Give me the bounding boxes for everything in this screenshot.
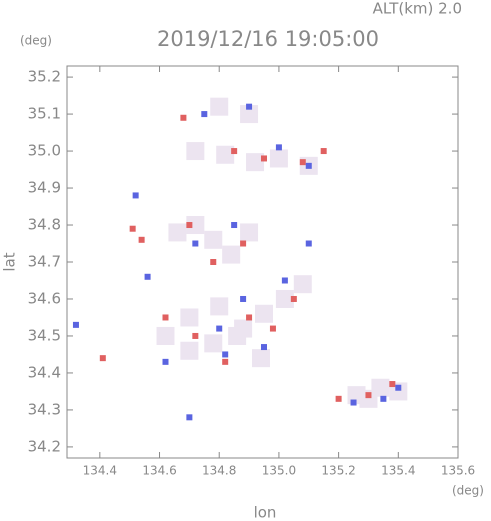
x-tick-label: 135.6 xyxy=(441,464,475,478)
y-tick-label: 35.2 xyxy=(28,68,61,86)
echo-point xyxy=(216,325,223,332)
x-tick-label: 135.2 xyxy=(321,464,355,478)
echo-point xyxy=(254,304,273,323)
y-tick-label: 35.0 xyxy=(28,142,61,160)
echo-point xyxy=(371,378,390,397)
echo-point xyxy=(305,162,312,169)
echo-point xyxy=(72,321,79,328)
x-tick-label: 134.8 xyxy=(202,464,236,478)
echo-point xyxy=(246,103,253,110)
echo-point xyxy=(204,230,223,249)
echo-point xyxy=(99,355,106,362)
echo-point xyxy=(350,399,357,406)
echo-point xyxy=(222,358,229,365)
echo-point xyxy=(138,236,145,243)
x-tick-label: 134.6 xyxy=(142,464,176,478)
echo-point xyxy=(260,155,267,162)
echo-point xyxy=(260,344,267,351)
echo-point xyxy=(365,392,372,399)
echo-point xyxy=(210,297,229,316)
echo-point xyxy=(275,144,282,151)
y-tick-label: 34.3 xyxy=(28,400,61,418)
echo-point xyxy=(192,332,199,339)
echo-point xyxy=(228,326,247,345)
echo-point xyxy=(305,240,312,247)
echo-point xyxy=(222,245,241,264)
altitude-label: ALT(km) 2.0 xyxy=(373,0,462,18)
echo-point xyxy=(156,326,175,345)
chart-title: 2019/12/16 19:05:00 xyxy=(157,27,379,51)
y-unit: (deg) xyxy=(20,34,52,48)
echo-point xyxy=(132,192,139,199)
y-axis-label: lat xyxy=(1,252,19,271)
echo-point xyxy=(186,216,205,235)
echo-point xyxy=(269,325,276,332)
echo-point xyxy=(204,334,223,353)
echo-point xyxy=(240,240,247,247)
echo-point xyxy=(168,223,187,242)
echo-point xyxy=(231,222,238,229)
echo-point xyxy=(240,223,259,242)
echo-point xyxy=(246,314,253,321)
echo-point xyxy=(210,97,229,116)
echo-point xyxy=(222,351,229,358)
echo-point xyxy=(275,289,294,308)
echo-point xyxy=(162,314,169,321)
echo-point xyxy=(299,159,306,166)
echo-point xyxy=(246,153,265,172)
x-axis-label: lon xyxy=(254,504,277,521)
y-tick-label: 34.4 xyxy=(28,363,61,381)
y-tick-label: 35.1 xyxy=(28,105,61,123)
echo-point xyxy=(216,145,235,164)
echo-point xyxy=(210,259,217,265)
echo-point xyxy=(290,295,297,302)
y-tick-label: 34.7 xyxy=(28,253,61,271)
x-unit: (deg) xyxy=(452,484,484,498)
echo-point xyxy=(252,349,271,368)
y-tick-label: 34.5 xyxy=(28,326,61,344)
y-tick-label: 34.2 xyxy=(28,437,61,455)
echo-point xyxy=(281,277,288,284)
echo-point xyxy=(186,222,193,229)
echo-point xyxy=(144,273,151,280)
echo-point xyxy=(380,395,387,402)
y-tick-label: 34.8 xyxy=(28,216,61,234)
echo-point xyxy=(395,384,402,391)
echo-point xyxy=(180,114,187,121)
x-tick-label: 135.0 xyxy=(262,464,296,478)
echo-point xyxy=(180,308,199,327)
echo-point xyxy=(129,225,136,232)
echo-point xyxy=(240,295,247,302)
echo-point xyxy=(186,142,205,161)
echo-point xyxy=(389,381,396,388)
echo-point xyxy=(201,111,208,118)
echo-point xyxy=(320,148,327,155)
y-tick-label: 34.6 xyxy=(28,289,61,307)
echo-point xyxy=(180,341,199,360)
echo-point xyxy=(240,105,259,124)
echo-point xyxy=(269,149,288,168)
x-tick-label: 134.4 xyxy=(83,464,117,478)
echo-point xyxy=(293,275,312,294)
echo-point xyxy=(335,395,342,402)
echo-point xyxy=(231,148,238,155)
echo-point xyxy=(162,358,169,365)
x-tick-label: 135.4 xyxy=(381,464,415,478)
y-tick-label: 34.9 xyxy=(28,179,61,197)
echo-point xyxy=(192,240,199,247)
echo-point xyxy=(186,414,193,421)
